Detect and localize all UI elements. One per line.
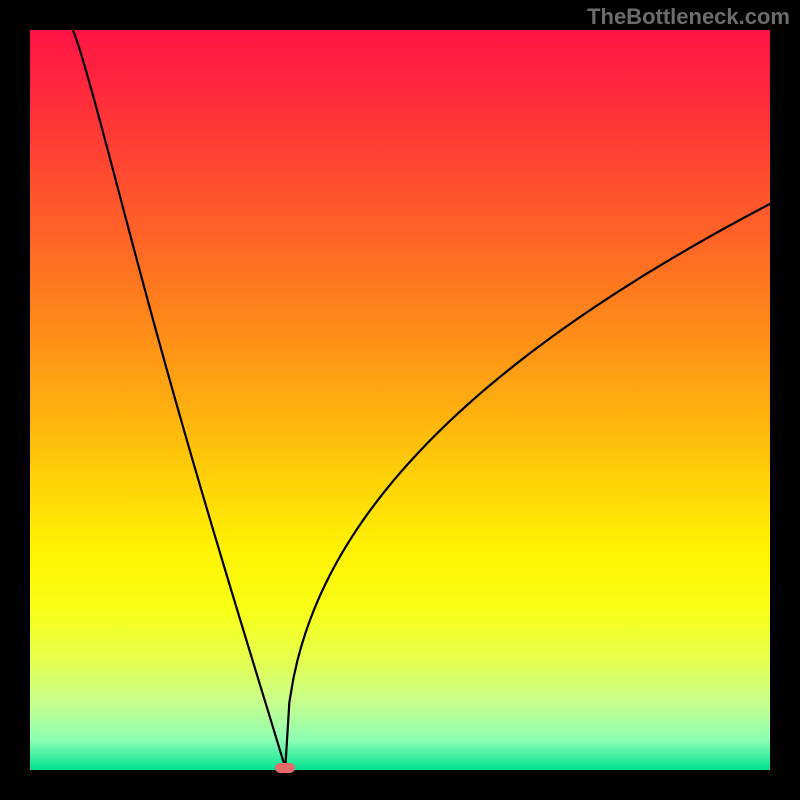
watermark-text: TheBottleneck.com — [587, 4, 790, 30]
chart-container: TheBottleneck.com — [0, 0, 800, 800]
curve-layer — [30, 30, 770, 770]
bottleneck-curve — [73, 30, 770, 768]
plot-area — [30, 30, 770, 770]
minimum-marker — [275, 763, 295, 773]
